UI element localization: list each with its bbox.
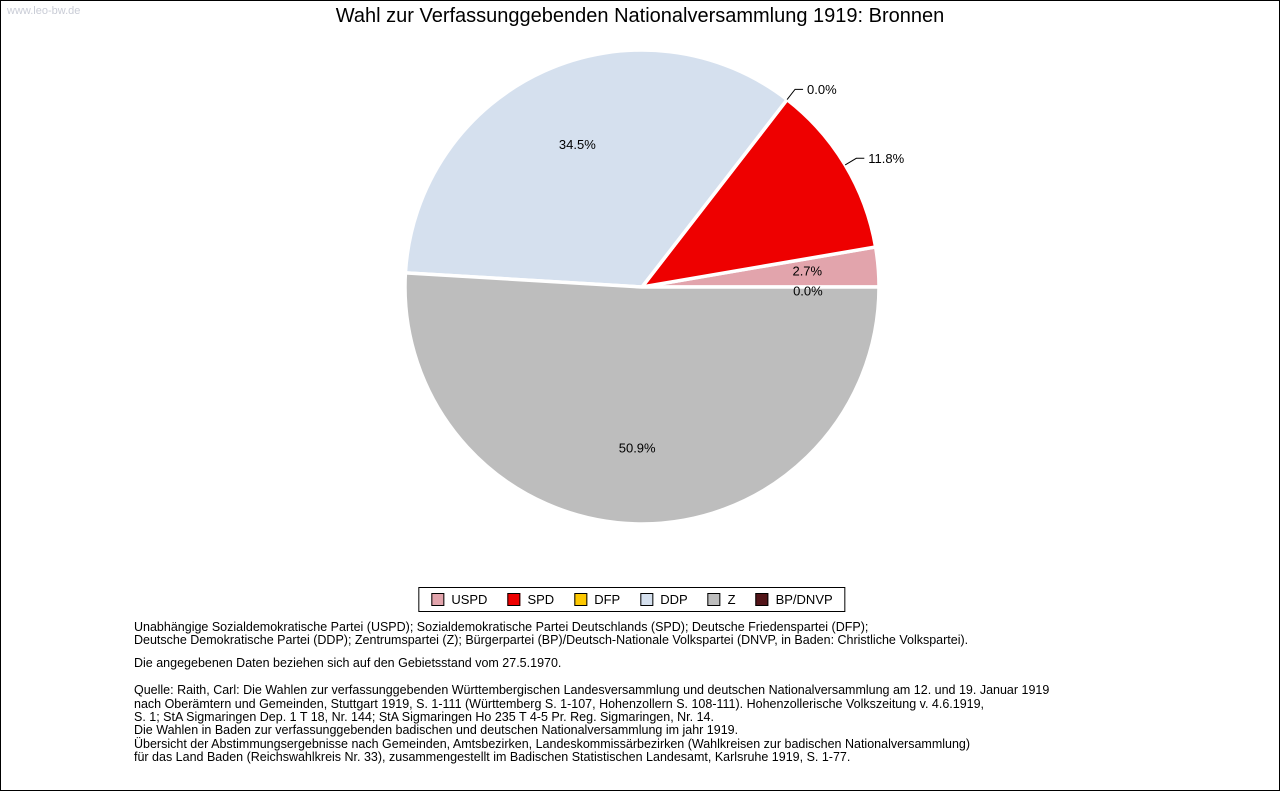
footnote-line: für das Land Baden (Reichswahlkreis Nr. …	[134, 750, 851, 765]
legend-item-z[interactable]: Z	[707, 592, 736, 607]
footnote-line: S. 1; StA Sigmaringen Dep. 1 T 18, Nr. 1…	[134, 710, 714, 725]
data-status-note: Die angegebenen Daten beziehen sich auf …	[134, 655, 1239, 670]
slice-label-dfp: 0.0%	[807, 82, 837, 97]
legend-label: BP/DNVP	[775, 592, 833, 607]
legend-item-bp-dnvp[interactable]: BP/DNVP	[755, 592, 833, 607]
legend: USPD SPD DFP DDP Z BP/DNVP	[418, 587, 846, 612]
legend-swatch-z	[707, 593, 721, 606]
legend-item-uspd[interactable]: USPD	[431, 592, 487, 607]
legend-swatch-bp-dnvp	[755, 593, 769, 606]
source-note: Quelle: Raith, Carl: Die Wahlen zur verf…	[134, 683, 1239, 765]
footnotes: Unabhängige Sozialdemokratische Partei (…	[134, 620, 1239, 765]
legend-label: SPD	[527, 592, 555, 607]
pie-chart: 2.7% 11.8% 0.0% 34.5% 50.9% 0.0%	[403, 48, 905, 526]
legend-swatch-spd	[507, 593, 521, 606]
legend-item-ddp[interactable]: DDP	[640, 592, 688, 607]
pie-slice-z[interactable]	[403, 271, 881, 526]
legend-item-spd[interactable]: SPD	[507, 592, 554, 607]
pie-slice-ddp[interactable]	[403, 48, 789, 289]
legend-label: DFP	[594, 592, 621, 607]
page-title: Wahl zur Verfassunggebenden Nationalvers…	[335, 5, 945, 27]
legend-swatch-dfp	[574, 593, 588, 606]
watermark: www.leo-bw.de	[7, 5, 81, 17]
footnote-line: Deutsche Demokratische Partei (DDP); Zen…	[134, 633, 969, 648]
legend-label: Z	[727, 592, 736, 607]
pie-slice-spd[interactable]	[640, 97, 878, 289]
slice-label-z: 50.9%	[619, 441, 656, 456]
legend-item-dfp[interactable]: DFP	[574, 592, 620, 607]
footnote-line: Übersicht der Abstimmungsergebnisse nach…	[134, 736, 971, 751]
footnote-line: Die angegebenen Daten beziehen sich auf …	[134, 655, 562, 670]
party-abbreviation-note: Unabhängige Sozialdemokratische Partei (…	[134, 620, 1239, 648]
slice-label-uspd: 2.7%	[792, 263, 822, 278]
slice-label-spd: 11.8%	[868, 151, 904, 166]
legend-label: USPD	[451, 592, 488, 607]
footnote-line: Quelle: Raith, Carl: Die Wahlen zur verf…	[134, 683, 1050, 698]
footnote-line: Die Wahlen in Baden zur verfassunggebend…	[134, 723, 739, 738]
footnote-line: nach Oberämtern und Gemeinden, Stuttgart…	[134, 696, 985, 711]
legend-label: DDP	[660, 592, 688, 607]
label-leader-line-dfp	[786, 88, 804, 100]
legend-swatch-ddp	[640, 593, 654, 606]
footnote-line: Unabhängige Sozialdemokratische Partei (…	[134, 620, 869, 634]
label-leader-line-spd	[844, 157, 865, 166]
legend-swatch-uspd	[431, 593, 445, 606]
slice-label-ddp: 34.5%	[559, 137, 596, 152]
slice-label-bp-dnvp: 0.0%	[793, 284, 823, 299]
